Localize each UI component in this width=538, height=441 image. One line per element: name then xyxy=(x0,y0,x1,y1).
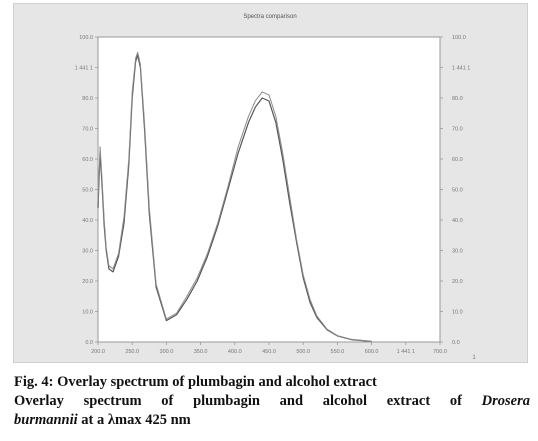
y-tick-label-right: 10.0 xyxy=(452,310,463,316)
spectrum-chart: Spectra comparison 200.0 250.0 300.0 350.0 4… xyxy=(75,14,477,360)
y-tick-label-right: 20.0 xyxy=(452,279,463,285)
y-tick-label-right: 100.0 xyxy=(452,35,466,41)
caption-line-2: Overlay spectrum of plumbagin and alcoho… xyxy=(14,392,530,411)
y-tick-label-left: 10.0 xyxy=(82,310,93,316)
y-tick-label-left: 1 441 1 xyxy=(75,66,93,72)
y-tick-label-left: 40.0 xyxy=(82,218,93,224)
y-tick-label-left: 80.0 xyxy=(82,96,93,102)
y-tick-label-left: 30.0 xyxy=(82,249,93,255)
x-tick-label: 600.0 xyxy=(365,349,379,355)
y-tick-label-right: 0.0 xyxy=(452,340,460,346)
y-tick-label-left: 20.0 xyxy=(82,279,93,285)
y-axis-left: 0.0 10.0 20.0 30.0 40.0 50.0 60.0 70.0 80.0 1 441… xyxy=(75,35,98,346)
x-tick-label: 250.0 xyxy=(125,349,139,355)
x-tick-label: 1 441 1 xyxy=(397,349,415,355)
x-tick-label: 550.0 xyxy=(331,349,345,355)
x-tick-label: 450.0 xyxy=(262,349,276,355)
x-tick-label: 400.0 xyxy=(228,349,242,355)
plot-area xyxy=(97,36,441,343)
caption-line-3: burmannii at a λmax 425 nm xyxy=(14,411,530,430)
y-tick-label-left: 50.0 xyxy=(82,188,93,194)
series-line-1 xyxy=(97,54,372,342)
chart-title: Spectra comparison xyxy=(243,14,296,20)
figure-caption: Fig. 4: Overlay spectrum of plumbagin an… xyxy=(14,373,530,430)
caption-species-epithet: burmannii xyxy=(14,412,78,428)
y-tick-label-right: 70.0 xyxy=(452,127,463,133)
caption-text-b: at a λmax 425 nm xyxy=(81,412,191,428)
y-tick-label-right: 50.0 xyxy=(452,188,463,194)
series-line-2 xyxy=(97,51,372,342)
y-tick-label-left: 60.0 xyxy=(82,157,93,163)
caption-text-a: Overlay spectrum of plumbagin and alcoho… xyxy=(14,393,462,409)
vertical-marker: 1 xyxy=(472,355,476,360)
y-tick-label-right: 60.0 xyxy=(452,157,463,163)
x-axis: 200.0 250.0 300.0 350.0 400.0 450.0 500.0 550.0… xyxy=(91,342,447,355)
y-tick-label-right: 30.0 xyxy=(452,249,463,255)
caption-title: Fig. 4: Overlay spectrum of plumbagin an… xyxy=(14,374,377,390)
y-axis-right: 0.0 10.0 20.0 30.0 40.0 50.0 60.0 70.0 80.0 1 441… xyxy=(440,35,470,346)
y-tick-label-right: 1 441 1 xyxy=(452,66,470,72)
y-tick-label-left: 0.0 xyxy=(85,340,93,346)
x-tick-label: 350.0 xyxy=(194,349,208,355)
y-tick-label-left: 100.0 xyxy=(79,35,93,41)
y-tick-label-right: 40.0 xyxy=(452,218,463,224)
x-tick-label: 700.0 xyxy=(433,349,447,355)
y-tick-label-right: 80.0 xyxy=(452,96,463,102)
x-tick-label: 500.0 xyxy=(296,349,310,355)
x-tick-label: 200.0 xyxy=(91,349,105,355)
y-tick-label-left: 70.0 xyxy=(82,127,93,133)
series-layer xyxy=(97,51,372,342)
caption-species-genus: Drosera xyxy=(481,393,531,409)
x-tick-label: 300.0 xyxy=(160,349,174,355)
